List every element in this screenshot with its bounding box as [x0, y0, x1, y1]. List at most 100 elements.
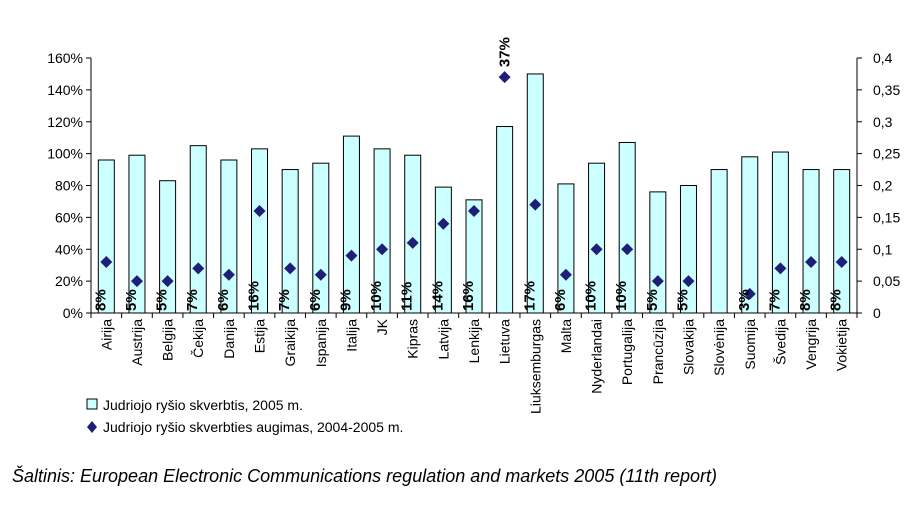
- data-label: 3%: [736, 289, 753, 311]
- category-label: Slovakija: [680, 319, 696, 375]
- category-label: Latvija: [435, 319, 451, 360]
- data-label: 9%: [337, 289, 354, 311]
- left-tick-label: 100%: [47, 146, 83, 162]
- right-tick-label: 0: [873, 305, 881, 321]
- legend-point-swatch: [87, 421, 97, 433]
- left-tick-label: 0%: [63, 305, 83, 321]
- right-tick-label: 0,05: [873, 273, 900, 289]
- left-tick-label: 60%: [55, 209, 83, 225]
- bar: [189, 145, 207, 314]
- category-label: Airija: [98, 319, 114, 350]
- bar: [496, 126, 514, 314]
- right-tick-label: 0,3: [873, 114, 893, 130]
- data-point: [284, 262, 297, 275]
- category-label: Suomija: [742, 319, 758, 370]
- points-layer: 8% 5% 5% 7% 6% 16% 7% 6% 9% 10% 11% 14% 16% 37% 17% 6% 1…: [92, 37, 848, 311]
- data-label: 5%: [123, 289, 140, 311]
- right-tick-label: 0,35: [873, 82, 900, 98]
- category-labels: Airija Austrija Belgija Čekija Danija Estija G…: [98, 318, 849, 414]
- data-point: [100, 256, 113, 268]
- data-label: 8%: [797, 289, 814, 311]
- category-label: Malta: [558, 319, 574, 353]
- category-label: Austrija: [129, 319, 145, 366]
- data-label: 16%: [460, 281, 477, 311]
- bar: [771, 151, 789, 314]
- category-label: Nyderlandai: [589, 319, 605, 394]
- bar: [710, 169, 728, 314]
- category-label: Danija: [221, 319, 237, 359]
- right-tick-label: 0,25: [873, 146, 900, 162]
- data-label: 8%: [828, 289, 845, 311]
- data-label: 5%: [674, 289, 691, 311]
- legend-bar-swatch: [86, 398, 98, 410]
- data-point: [345, 249, 358, 262]
- data-point: [498, 71, 511, 84]
- category-label: Vengrija: [803, 319, 819, 370]
- bar: [342, 135, 360, 314]
- data-point: [835, 256, 848, 268]
- data-label: 5%: [644, 289, 661, 311]
- data-label: 16%: [246, 281, 263, 311]
- data-label: 7%: [766, 289, 783, 311]
- source-note: Šaltinis: European Electronic Communicat…: [12, 466, 718, 486]
- data-point: [651, 275, 664, 288]
- right-tick-label: 0,1: [873, 241, 893, 257]
- data-point: [559, 268, 572, 281]
- category-label: Estija: [252, 319, 268, 353]
- legend-bar-label: Judriojo ryšio skverbtis, 2005 m.: [103, 397, 303, 413]
- left-tick-label: 140%: [47, 82, 83, 98]
- category-label: Lenkija: [466, 319, 482, 364]
- category-label: Čekija: [190, 319, 206, 358]
- category-label: Italija: [343, 319, 359, 352]
- category-label: JK: [374, 318, 390, 335]
- category-label: Vokietija: [834, 319, 850, 371]
- right-tick-label: 0,15: [873, 209, 900, 225]
- category-label: Graikija: [282, 319, 298, 367]
- bars-layer: [97, 73, 851, 314]
- data-label: 8%: [92, 289, 109, 311]
- data-point: [376, 243, 389, 256]
- data-point: [192, 262, 205, 275]
- data-point: [774, 262, 787, 275]
- category-label: Liuksemburgas: [527, 319, 543, 414]
- left-tick-label: 160%: [47, 50, 83, 66]
- category-label: Belgija: [160, 319, 176, 361]
- bar: [526, 73, 544, 314]
- left-tick-label: 40%: [55, 241, 83, 257]
- left-tick-label: 20%: [55, 273, 83, 289]
- data-label: 7%: [184, 289, 201, 311]
- data-label: 6%: [307, 289, 324, 311]
- data-label: 10%: [368, 281, 385, 311]
- category-label: Portugalija: [619, 319, 635, 385]
- data-label: 7%: [276, 289, 293, 311]
- data-point: [682, 275, 695, 288]
- data-label: 14%: [429, 281, 446, 311]
- data-label: 10%: [613, 281, 630, 311]
- data-point: [529, 198, 542, 211]
- data-point: [161, 275, 174, 288]
- data-label: 6%: [552, 289, 569, 311]
- left-tick-label: 120%: [47, 114, 83, 130]
- data-point: [468, 205, 480, 217]
- right-tick-label: 0,2: [873, 178, 893, 194]
- data-point: [437, 217, 450, 230]
- axes-layer: 0% 20% 40% 60% 80% 100% 120% 140% 160% 0 0,05 0,1 0,…: [47, 50, 900, 321]
- data-label: 17%: [521, 281, 538, 311]
- data-label: 11%: [399, 282, 416, 311]
- data-point: [406, 236, 419, 249]
- category-label: Ispanija: [313, 319, 329, 367]
- data-point: [743, 287, 756, 300]
- category-label: Lietuva: [497, 319, 513, 364]
- legend-point-label: Judriojo ryšio skverbties augimas, 2004-…: [103, 419, 403, 435]
- data-point: [621, 243, 634, 256]
- right-tick-label: 0,4: [873, 50, 893, 66]
- category-label: Kipras: [405, 319, 421, 359]
- data-point: [314, 268, 327, 281]
- category-label: Švedija: [772, 319, 788, 365]
- data-point: [130, 275, 143, 288]
- data-point: [222, 268, 235, 281]
- legend: Judriojo ryšio skverbtis, 2005 m. Judrio…: [86, 397, 403, 435]
- data-label: 5%: [154, 289, 171, 311]
- data-label: 37%: [497, 37, 514, 67]
